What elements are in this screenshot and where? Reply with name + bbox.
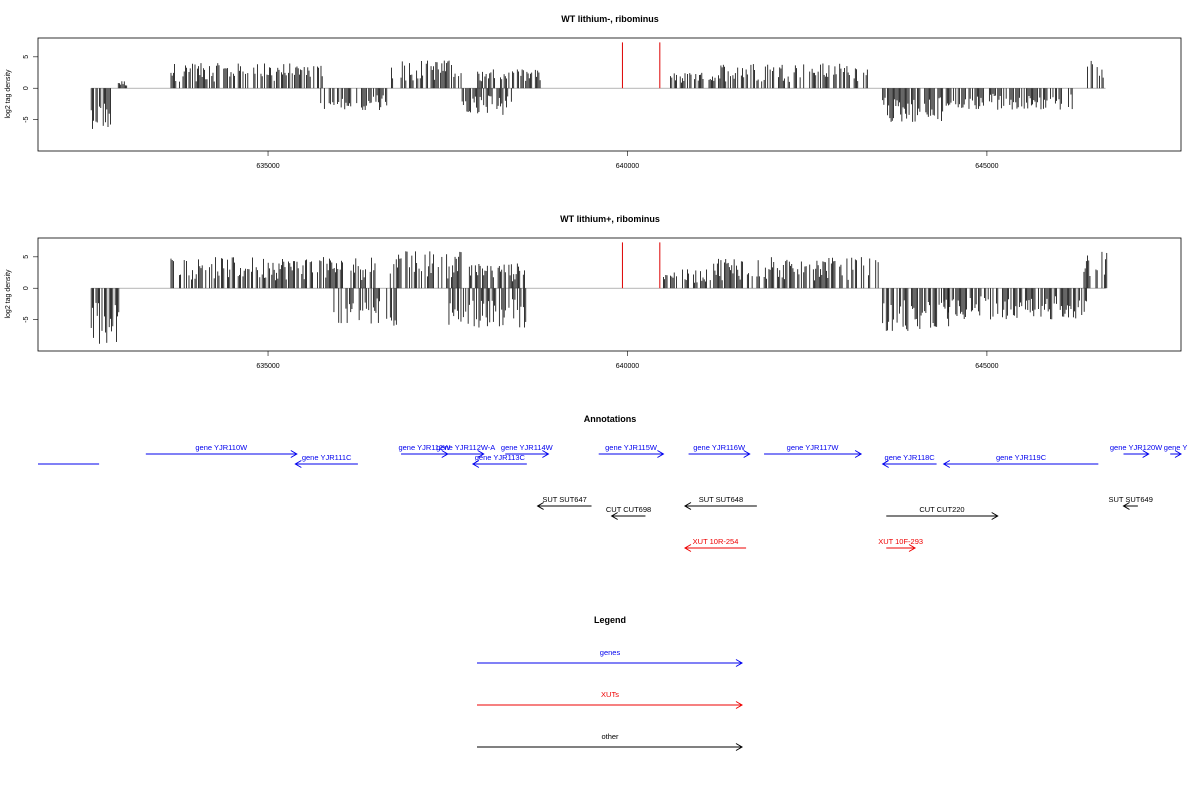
feature-xut-10f-293: XUT 10F-293 <box>878 537 923 552</box>
arrow-head <box>683 544 692 552</box>
axis-ticks: 635000 640000 645000 5 0 -5 <box>23 255 999 370</box>
x-tick-label: 635000 <box>256 363 279 370</box>
arrow-head <box>908 544 917 552</box>
arrow-head <box>657 450 665 458</box>
x-tick-label: 645000 <box>975 163 998 170</box>
feature-label: gene YJR111C <box>302 453 352 462</box>
y-axis-label: log2 tag density <box>5 69 12 119</box>
y-tick-label: 5 <box>23 255 30 259</box>
legend-item-genes: genes <box>477 648 743 667</box>
arrow-head <box>610 512 618 520</box>
legend-label: genes <box>600 648 621 657</box>
x-tick-label: 645000 <box>975 363 998 370</box>
feature-gene-yjr117w: gene YJR117W <box>764 443 863 458</box>
feature-gene-yjr112w-a: gene YJR112W-A <box>436 443 495 458</box>
arrow-head <box>735 743 743 751</box>
arrow-head <box>294 460 302 468</box>
arrow-head <box>683 502 692 510</box>
panel-title: WT lithium+, ribominus <box>560 214 660 224</box>
feature-gene-yjr110w: gene YJR110W <box>145 443 298 458</box>
density-bars <box>90 42 1106 129</box>
annotations-track: Annotations gene YJR110W gene YJR111C gene… <box>38 414 1187 552</box>
arrow-head <box>735 701 743 709</box>
feature-gene-yjr115w: gene YJR115W <box>598 443 665 458</box>
feature-label: SUT SUT648 <box>699 495 743 504</box>
arrow-head <box>1142 450 1150 458</box>
feature-xut-10r-254: XUT 10R-254 <box>683 537 747 552</box>
feature-gene-yjr119c: gene YJR119C <box>942 453 1099 468</box>
feature-label: gene YJR115W <box>605 443 658 452</box>
x-tick-label: 640000 <box>616 163 639 170</box>
y-axis-label: log2 tag density <box>5 269 12 319</box>
annotations-title: Annotations <box>584 414 637 424</box>
arrow-head <box>477 450 485 458</box>
arrow-head <box>542 450 550 458</box>
feature-label: SUT SUT647 <box>542 495 586 504</box>
feature-label: gene YJR113C <box>475 453 526 462</box>
feature-label: gene Y <box>1164 443 1188 452</box>
feature-gene-yjr118c: gene YJR118C <box>881 453 937 468</box>
feature-label: gene YJR119C <box>996 453 1047 462</box>
y-tick-label: -5 <box>23 316 30 322</box>
feature-sut-sut647: SUT SUT647 <box>536 495 592 510</box>
density-panel-lithium-plus: WT lithium+, ribominus log2 tag density … <box>5 214 1182 370</box>
feature-cut-cut220: CUT CUT220 <box>886 505 999 520</box>
arrow-head <box>854 450 863 458</box>
feature-gene-yjr116w: gene YJR116W <box>688 443 751 458</box>
y-tick-label: 0 <box>23 86 30 90</box>
feature-label: SUT SUT649 <box>1108 495 1152 504</box>
feature-label: gene YJR110W <box>195 443 248 452</box>
plot-frame <box>37 237 1182 352</box>
feature-sut-sut648: SUT SUT648 <box>683 495 757 510</box>
feature-label: CUT CUT698 <box>606 505 651 514</box>
feature-label: XUT 10R-254 <box>693 537 739 546</box>
feature-label: gene YJR120W <box>1110 443 1163 452</box>
arrow-head <box>735 659 743 667</box>
y-tick-label: -5 <box>23 116 30 122</box>
axis-ticks: 635000 640000 645000 5 0 -5 <box>23 55 999 170</box>
density-panel-lithium-minus: WT lithium-, ribominus log2 tag density … <box>5 14 1182 170</box>
feature-label: gene YJR118C <box>885 453 936 462</box>
y-tick-label: 5 <box>23 55 30 59</box>
feature-label: gene YJR112W-A <box>436 443 495 452</box>
arrow-head <box>1122 502 1130 510</box>
legend-label: XUTs <box>601 690 619 699</box>
arrow-head <box>471 460 480 468</box>
legend: Legend genes XUTs other <box>477 615 743 751</box>
feature-label: XUT 10F-293 <box>878 537 923 546</box>
feature-label: gene YJR116W <box>693 443 746 452</box>
feature-gene-yjr114w: gene YJR114W <box>501 443 554 458</box>
x-tick-label: 635000 <box>256 163 279 170</box>
arrow-head <box>536 502 544 510</box>
feature-gene-yjr113c: gene YJR113C <box>471 453 527 468</box>
feature-gene-yjr111c: gene YJR111C <box>294 453 358 468</box>
feature-gene-y: gene Y <box>1164 443 1188 458</box>
y-tick-label: 0 <box>23 286 30 290</box>
arrow-head <box>942 460 951 468</box>
arrow-head <box>743 450 751 458</box>
panel-title: WT lithium-, ribominus <box>561 14 659 24</box>
legend-item-other: other <box>477 732 743 751</box>
density-bars <box>90 242 1108 344</box>
arrow-head <box>881 460 889 468</box>
arrow-head <box>1174 450 1182 458</box>
x-tick-label: 640000 <box>616 363 639 370</box>
feature-label: CUT CUT220 <box>919 505 964 514</box>
feature-label: gene YJR114W <box>501 443 554 452</box>
plot-frame <box>37 37 1182 152</box>
legend-title: Legend <box>594 615 626 625</box>
feature-sut-sut649: SUT SUT649 <box>1108 495 1153 510</box>
arrow-head <box>991 512 999 520</box>
legend-label: other <box>601 732 619 741</box>
feature-label: gene YJR112W <box>398 443 451 452</box>
legend-item-xuts: XUTs <box>477 690 743 709</box>
legend-items: genes XUTs other <box>477 648 743 751</box>
feature-gene-yjr120w: gene YJR120W <box>1110 443 1163 458</box>
feature-label: gene YJR117W <box>787 443 840 452</box>
feature-cut-cut698: CUT CUT698 <box>606 505 651 520</box>
arrow-head <box>290 450 298 458</box>
